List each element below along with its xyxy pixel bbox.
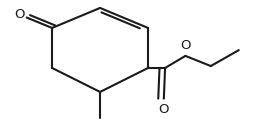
Text: O: O [180,39,191,52]
Text: O: O [158,103,169,116]
Text: O: O [14,8,24,21]
